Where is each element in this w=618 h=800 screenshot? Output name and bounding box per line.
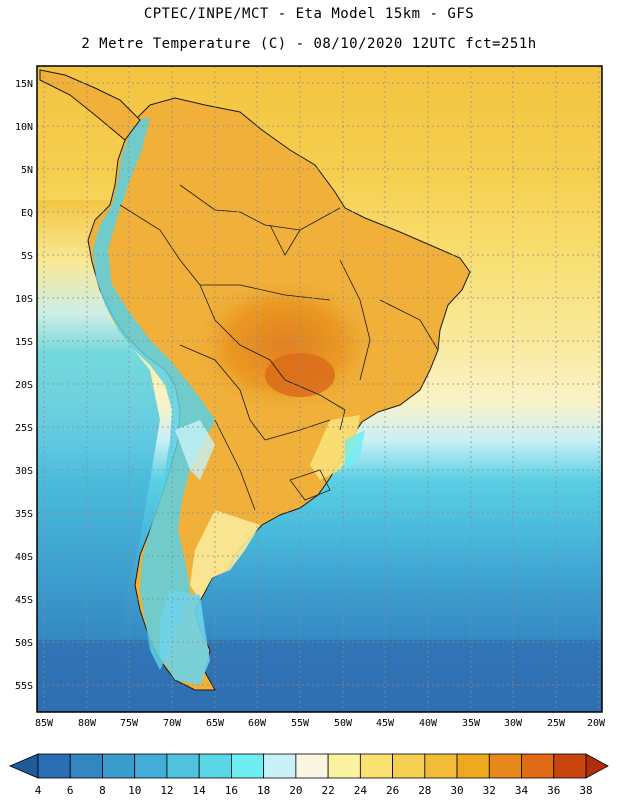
lon-label: 70W <box>163 718 182 729</box>
lat-label: 50S <box>15 638 33 649</box>
colorbar-swatch <box>295 753 329 779</box>
lon-label: 20W <box>587 718 606 729</box>
lon-label: 50W <box>334 718 353 729</box>
colorbar-swatch <box>198 753 232 779</box>
colorbar-swatch <box>327 753 361 779</box>
colorbar-swatch <box>521 753 555 779</box>
map-title-line2: 2 Metre Temperature (C) - 08/10/2020 12U… <box>81 36 537 52</box>
lat-label: EQ <box>21 208 33 219</box>
colorbar-label: 24 <box>354 784 368 797</box>
lat-label: 5N <box>21 165 33 176</box>
lon-label: 45W <box>376 718 395 729</box>
colorbar-swatch <box>488 753 522 779</box>
lat-label: 45S <box>15 595 33 606</box>
colorbar-swatch <box>37 753 71 779</box>
andes-cold-strip <box>93 118 215 670</box>
colorbar-label: 28 <box>418 784 431 797</box>
colorbar-swatch <box>359 753 393 779</box>
southern-ocean-band <box>37 640 602 712</box>
lon-label: 40W <box>419 718 438 729</box>
colorbar-label: 32 <box>483 784 496 797</box>
colorbar-label: 18 <box>257 784 270 797</box>
lon-label: 35W <box>462 718 481 729</box>
lat-label: 25S <box>15 423 33 434</box>
patagonia-cold-zone <box>160 590 210 685</box>
colorbar-swatch <box>166 753 200 779</box>
map-title-line1: CPTEC/INPE/MCT - Eta Model 15km - GFS <box>143 6 475 22</box>
pacific-ocean-field <box>37 200 160 712</box>
map-area <box>37 66 602 712</box>
colorbar-label: 36 <box>547 784 560 797</box>
country-borders <box>119 184 439 511</box>
colorbar-swatch <box>424 753 458 779</box>
colorbar-label: 8 <box>99 784 106 797</box>
lon-label: 65W <box>206 718 225 729</box>
lat-label: 20S <box>15 380 33 391</box>
colorbar-high-arrow <box>585 753 609 779</box>
colorbar-swatch <box>392 753 426 779</box>
colorbar-label: 14 <box>193 784 207 797</box>
colorbar-label: 16 <box>225 784 238 797</box>
colorbar-label: 6 <box>67 784 74 797</box>
coastal-cool-zone <box>345 430 365 470</box>
colorbar-label: 26 <box>386 784 399 797</box>
lon-label: 75W <box>120 718 139 729</box>
colorbar: 4 6 8 10 12 14 16 18 20 22 24 26 28 30 32 34 36 38 <box>8 753 609 797</box>
colorbar-swatch <box>231 753 265 779</box>
colorbar-swatch <box>456 753 490 779</box>
colorbar-swatch <box>263 753 297 779</box>
map-frame <box>36 65 603 713</box>
lat-label: 5S <box>21 251 33 262</box>
lat-label: 30S <box>15 466 33 477</box>
patagonia-mild-zone <box>190 510 260 600</box>
lon-label: 25W <box>547 718 566 729</box>
colorbar-label: 4 <box>35 784 42 797</box>
colorbar-label: 12 <box>160 784 173 797</box>
lon-label: 85W <box>35 718 54 729</box>
colorbar-label: 38 <box>579 784 592 797</box>
lat-label: 40S <box>15 552 33 563</box>
colorbar-label: 20 <box>289 784 302 797</box>
lat-label: 15S <box>15 337 33 348</box>
lat-label: 15N <box>15 79 33 90</box>
lon-label: 80W <box>78 718 97 729</box>
colorbar-label: 10 <box>128 784 141 797</box>
lat-label: 10N <box>15 122 33 133</box>
colorbar-swatch <box>69 753 103 779</box>
south-brazil-mild-zone <box>310 415 360 480</box>
hot-core-zone <box>265 353 335 397</box>
colorbar-swatch <box>102 753 136 779</box>
lon-label: 30W <box>504 718 523 729</box>
central-america-land <box>39 69 141 141</box>
colorbar-label: 34 <box>515 784 529 797</box>
colorbar-swatch <box>134 753 168 779</box>
colorbar-swatch <box>553 753 587 779</box>
longitude-labels: 85W 80W 75W 70W 65W 60W 55W 50W 45W 40W … <box>35 718 606 729</box>
colorbar-label: 22 <box>321 784 334 797</box>
andes-snow-patch <box>175 420 215 480</box>
lon-label: 55W <box>291 718 310 729</box>
lat-label: 35S <box>15 509 33 520</box>
graticule <box>37 66 602 712</box>
latitude-labels: 15N 10N 5N EQ 5S 10S 15S 20S 25S 30S 35S… <box>15 79 33 692</box>
lon-label: 60W <box>248 718 267 729</box>
colorbar-label: 30 <box>450 784 463 797</box>
lat-label: 10S <box>15 294 33 305</box>
colorbar-low-arrow <box>8 753 39 779</box>
lat-label: 55S <box>15 681 33 692</box>
